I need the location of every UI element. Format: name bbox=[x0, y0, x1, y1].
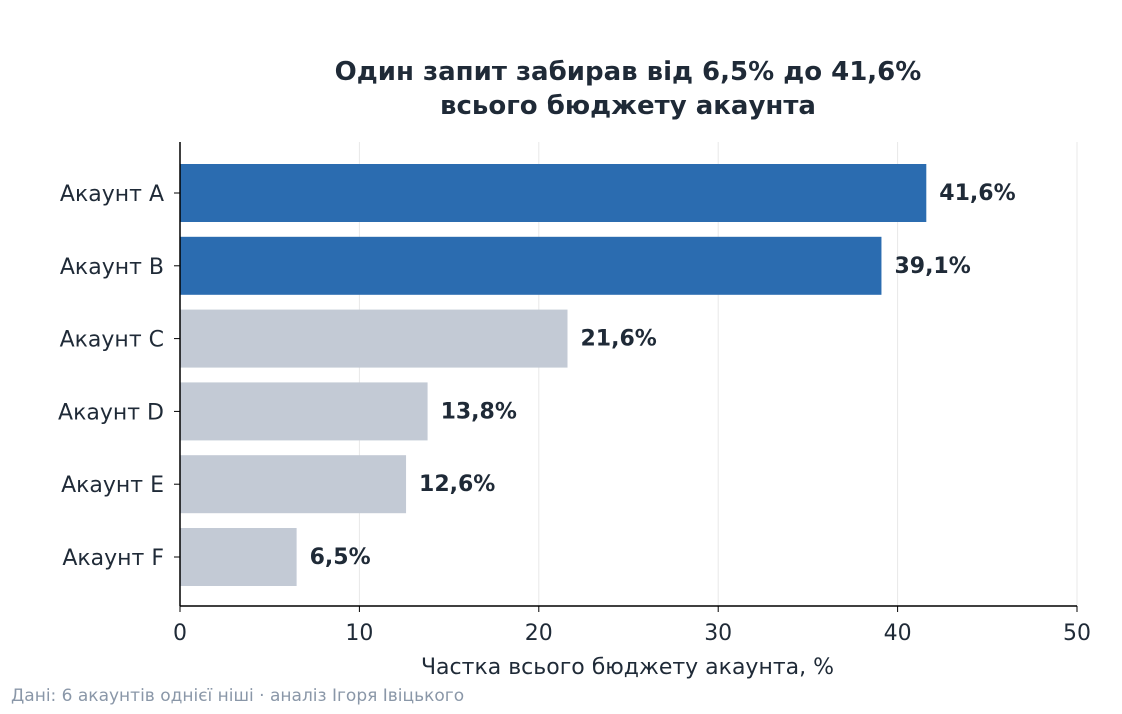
x-tick-label: 30 bbox=[704, 621, 732, 646]
y-tick-labels: Акаунт A Акаунт B Акаунт C Акаунт D Акаунт E… bbox=[58, 182, 164, 571]
source-note: Дані: 6 акаунтів однієї ніші · аналіз Іг… bbox=[11, 686, 465, 706]
value-label: 12,6% bbox=[419, 472, 495, 497]
value-label: 39,1% bbox=[894, 254, 970, 279]
y-tick-label: Акаунт B bbox=[60, 255, 164, 280]
value-label: 6,5% bbox=[310, 545, 371, 570]
x-tick-label: 20 bbox=[525, 621, 553, 646]
bar bbox=[180, 309, 568, 368]
x-tick-label: 0 bbox=[173, 621, 187, 646]
x-axis-label: Частка всього бюджету акаунта, % bbox=[421, 655, 834, 680]
chart-title-line: всього бюджету акаунта bbox=[440, 91, 816, 121]
value-label: 41,6% bbox=[939, 181, 1015, 206]
chart-title-line: Один запит забирав від 6,5% до 41,6% bbox=[335, 57, 922, 87]
axes bbox=[174, 142, 1078, 612]
bar bbox=[180, 528, 297, 586]
value-labels: 41,6% 39,1% 21,6% 13,8% 12,6% 6,5% bbox=[310, 181, 1016, 570]
x-tick-label: 40 bbox=[884, 621, 912, 646]
y-tick-label: Акаунт D bbox=[58, 400, 164, 425]
bar bbox=[180, 236, 882, 295]
chart-title: Один запит забирав від 6,5% до 41,6% всьо… bbox=[335, 57, 922, 121]
y-tick-label: Акаунт E bbox=[61, 473, 164, 498]
value-label: 13,8% bbox=[441, 399, 517, 424]
x-tick-label: 10 bbox=[345, 621, 373, 646]
bars bbox=[180, 164, 927, 586]
y-tick-label: Акаунт F bbox=[62, 546, 164, 571]
bar bbox=[180, 164, 927, 222]
value-label: 21,6% bbox=[581, 327, 657, 352]
x-tick-labels: 0 10 20 30 40 50 bbox=[173, 621, 1091, 646]
y-tick-label: Акаунт A bbox=[60, 182, 164, 207]
x-tick-label: 50 bbox=[1063, 621, 1091, 646]
bar bbox=[180, 382, 428, 441]
y-tick-label: Акаунт C bbox=[60, 328, 164, 353]
bar bbox=[180, 455, 407, 514]
